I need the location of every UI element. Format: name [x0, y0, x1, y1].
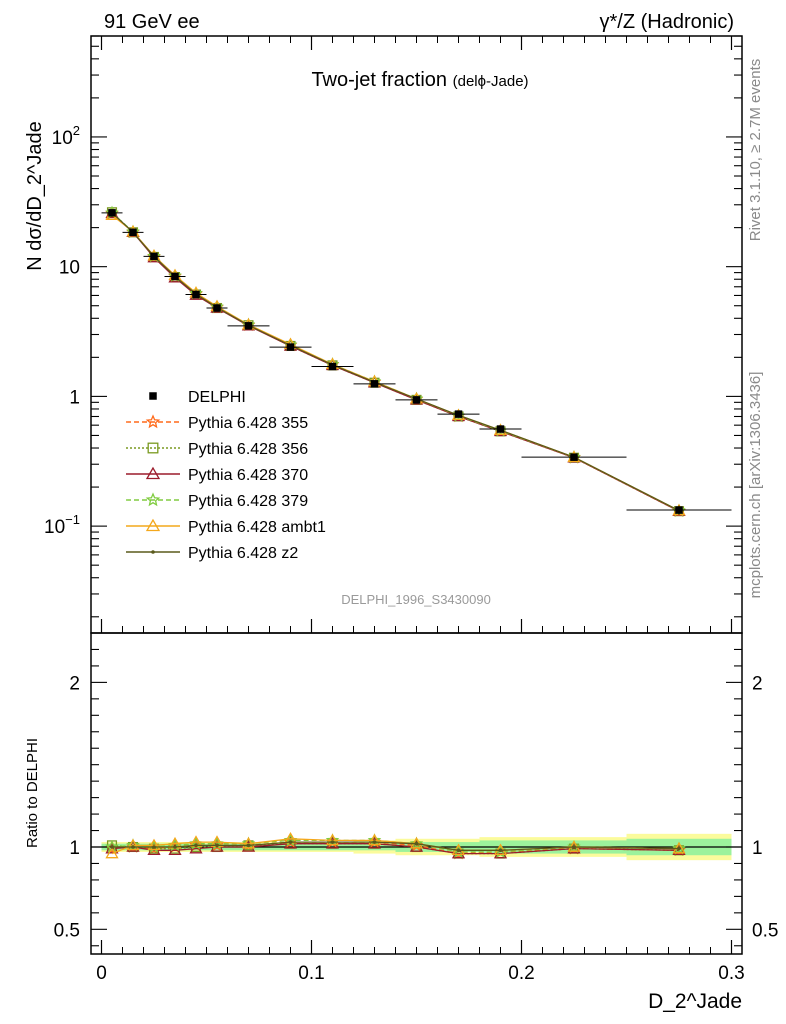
legend-label-1: Pythia 6.428 356 [188, 441, 308, 458]
ratio-tick-label-left: 0.5 [54, 920, 80, 941]
mc-marker-ratio [147, 838, 161, 851]
mc-marker-ratio [325, 833, 340, 846]
mc-marker-ratio [126, 838, 140, 851]
data-point [454, 410, 463, 418]
header-left: 91 GeV ee [104, 11, 200, 33]
chart-title-main: Two-jet fraction [311, 69, 447, 91]
legend-label-5: Pythia 6.428 z2 [188, 545, 298, 562]
x-axis-label: D_2^Jade [648, 990, 742, 1013]
mc-marker-ratio [215, 843, 219, 848]
chart-title-sub: (delϕ-Jade) [453, 73, 529, 90]
mc-marker-ratio [131, 845, 135, 849]
ratio-tick-label-right: 0.5 [752, 920, 778, 941]
legend-label-3: Pythia 6.428 379 [188, 493, 308, 510]
mc-marker-ratio [367, 833, 382, 846]
y-tick-label: 10−1 [44, 512, 80, 538]
axis-ticks: 0 0.1 0.2 0.3 10−1 1 10 102 0.5 0.5 1 1 2 2 [44, 35, 778, 984]
rivet-label: Rivet 3.1.10, ≥ 2.7M events [747, 59, 764, 242]
data-point [213, 304, 221, 312]
legend-label-0: Pythia 6.428 355 [188, 415, 308, 432]
mc-marker-ratio [567, 839, 581, 853]
data-point [286, 343, 295, 351]
ratio-axis-label: Ratio to DELPHI [24, 738, 41, 848]
mc-marker-ratio [372, 840, 377, 844]
mc-marker-ratio [567, 840, 581, 852]
mc-marker-ratio [105, 839, 119, 853]
data-point [675, 506, 683, 514]
legend-label-2: Pythia 6.428 370 [188, 467, 308, 484]
mc-marker-ratio [498, 848, 503, 853]
legend-marker-4 [145, 518, 161, 532]
chart-title: Two-jet fraction (delϕ-Jade) [311, 69, 528, 91]
mc-marker-ratio [672, 841, 686, 855]
x-tick-label: 0.3 [718, 963, 744, 984]
ratio-tick-label-left: 1 [69, 838, 80, 859]
data-point [192, 290, 200, 299]
legend-label-4: Pythia 6.428 ambt1 [188, 519, 326, 536]
mc-marker-ratio [194, 843, 198, 848]
ratio-frame [90, 632, 743, 955]
legend-marker-1 [147, 442, 159, 454]
main-frame [90, 35, 743, 634]
data-point [370, 380, 379, 388]
mcplots-label: mcplots.cern.ch [arXiv:1306.3436] [747, 372, 764, 599]
data-point [496, 425, 505, 433]
legend-marker-5 [151, 550, 155, 554]
mc-marker-ratio [414, 841, 419, 846]
mc-line-ratio-1 [111, 843, 680, 855]
mc-marker-ratio [246, 843, 251, 848]
mc-marker-ratio [677, 846, 681, 851]
mc-line-main-3 [111, 212, 680, 512]
mc-marker-ratio [572, 845, 576, 849]
data-point [328, 362, 337, 371]
mc-marker-ratio [152, 845, 156, 849]
y-tick-label: 10 [59, 258, 80, 279]
header-right: γ*/Z (Hadronic) [600, 11, 734, 33]
legend: DELPHI Pythia 6.428 355 Pythia 6.428 356 Py… [126, 389, 326, 562]
legend-marker-0 [145, 414, 161, 429]
data-point [412, 396, 421, 404]
y-tick-label: 1 [69, 387, 80, 408]
data-point [570, 453, 578, 461]
mc-marker-ratio [105, 846, 119, 859]
analysis-label: DELPHI_1996_S3430090 [341, 592, 491, 607]
ratio-tick-label-right: 1 [752, 838, 763, 859]
data-point [129, 228, 137, 237]
x-tick-label: 0 [96, 963, 107, 984]
mc-marker-ratio [110, 845, 114, 849]
mc-marker-ratio [241, 836, 256, 849]
data-point [244, 322, 253, 330]
legend-marker-data [149, 392, 157, 400]
data-point [150, 252, 158, 261]
mc-line-main-5 [111, 212, 680, 512]
y-tick-label: 102 [52, 123, 80, 149]
mc-marker-ratio [409, 836, 424, 850]
y-axis-label: N dσ/dD_2^Jade [24, 121, 46, 271]
x-tick-label: 0.1 [298, 963, 324, 984]
ratio-tick-label-right: 2 [752, 673, 763, 694]
mc-marker-ratio [456, 848, 461, 853]
mc-marker-ratio [330, 840, 335, 844]
data-point [108, 209, 116, 217]
x-tick-label: 0.2 [508, 963, 534, 984]
legend-marker-3 [145, 492, 161, 507]
data-point [171, 272, 179, 281]
mc-marker-ratio [288, 840, 293, 844]
ratio-tick-label-left: 2 [69, 673, 80, 694]
legend-label-data: DELPHI [188, 389, 246, 406]
mc-marker-ratio [173, 845, 177, 849]
legend-marker-2 [145, 466, 161, 480]
data-points [101, 209, 732, 515]
